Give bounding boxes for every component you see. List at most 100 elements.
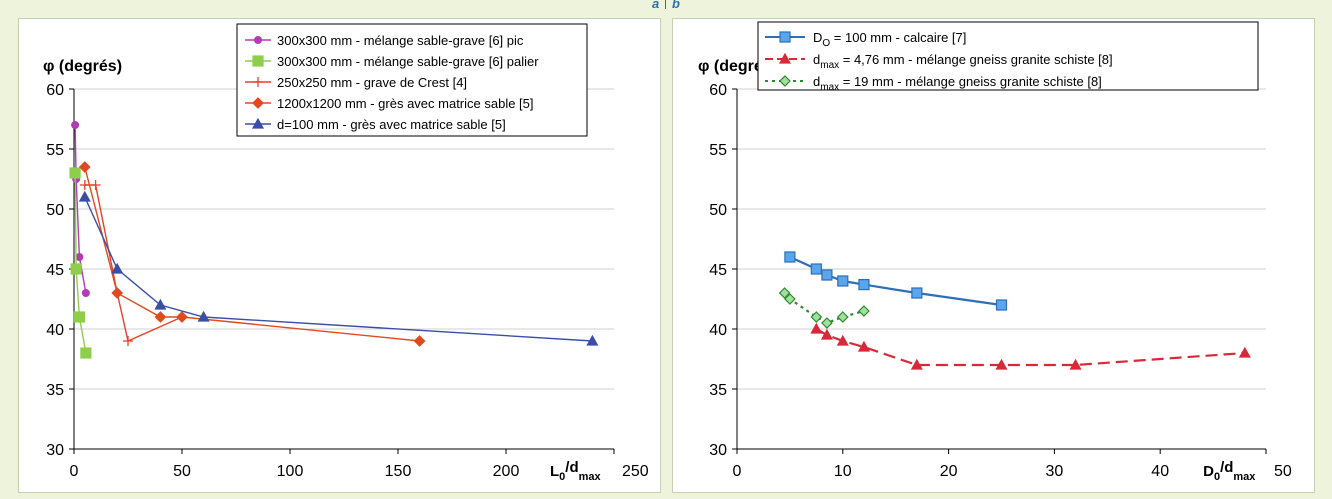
data-point <box>858 279 870 291</box>
series-5 <box>78 190 599 346</box>
data-point <box>836 311 849 323</box>
data-point <box>80 347 92 359</box>
panel-label-a: a <box>652 0 660 11</box>
x-tick-label: 150 <box>385 463 412 480</box>
data-point <box>821 269 833 281</box>
y-tick-label: 45 <box>46 262 64 279</box>
legend-label: 300x300 mm - mélange sable-grave [6] pal… <box>277 54 539 69</box>
x-tick-label: 10 <box>834 463 852 480</box>
series-4 <box>78 161 426 347</box>
data-point <box>784 251 796 263</box>
data-point <box>69 167 81 179</box>
y-tick-label: 40 <box>46 322 64 339</box>
legend-box <box>236 23 588 137</box>
data-point <box>71 121 80 129</box>
data-point <box>1069 358 1082 370</box>
data-point <box>75 253 84 261</box>
data-point <box>90 180 101 190</box>
legend: DO = 100 mm - calcaire [7] dmax = 4,76 mm… <box>757 21 1259 93</box>
data-point <box>197 310 210 322</box>
data-point <box>784 293 796 305</box>
legend: 300x300 mm - mélange sable-grave [6] pic… <box>236 23 588 137</box>
data-point <box>778 287 791 299</box>
y-tick-label: 55 <box>709 142 727 159</box>
y-axis-label: φ (degrés) <box>698 58 777 75</box>
legend-box <box>757 21 1259 91</box>
panel-labels: a b <box>0 0 1332 11</box>
series-line <box>74 172 87 354</box>
data-point <box>123 336 133 346</box>
legend-label: 1200x1200 mm - grès avec matrice sable [… <box>277 96 534 111</box>
data-point <box>154 298 167 310</box>
legend-label: dmax = 19 mm - mélange gneiss granite sc… <box>813 74 1102 93</box>
series-line <box>84 166 420 342</box>
data-point <box>79 180 90 190</box>
x-tick-label: 100 <box>277 463 304 480</box>
data-point <box>176 311 188 323</box>
data-point <box>995 299 1008 311</box>
legend-label: 250x250 mm - grave de Crest [4] <box>277 75 467 90</box>
data-point <box>836 334 849 346</box>
y-tick-label: 50 <box>709 202 727 219</box>
legend-label: DO = 100 mm - calcaire [7] <box>813 30 966 49</box>
chart-b: 30 35 40 45 50 55 60 0 10 20 30 40 50 D0/dmax φ (degré… <box>698 21 1292 483</box>
data-point <box>78 161 91 173</box>
legend-label: dmax = 4,76 mm - mélange gneiss granite … <box>813 52 1113 71</box>
x-tick-label: 50 <box>1274 463 1292 480</box>
series-line <box>783 292 865 325</box>
legend-marker <box>254 36 262 44</box>
chart-b-container: 30 35 40 45 50 55 60 0 10 20 30 40 50 D0/dmax φ (degré… <box>672 18 1315 493</box>
legend-label: 300x300 mm - mélange sable-grave [6] pic <box>277 33 524 48</box>
series-3 <box>778 287 870 329</box>
y-tick-label: 60 <box>709 82 727 99</box>
x-tick-label: 20 <box>940 463 958 480</box>
legend-marker <box>252 97 264 109</box>
data-point <box>81 289 90 297</box>
chart-a-container: 30 35 40 45 50 55 60 0 50 100 150 200 250 L0/dmax φ (d… <box>18 18 661 493</box>
series-3 <box>79 180 187 346</box>
legend-marker <box>779 75 791 87</box>
y-tick-label: 40 <box>709 322 727 339</box>
data-point <box>810 322 823 334</box>
y-axis-label: φ (degrés) <box>43 58 122 75</box>
y-tick-label: 30 <box>709 442 727 459</box>
series-1 <box>784 251 1008 311</box>
y-tick-label: 35 <box>709 382 727 399</box>
y-tick-label: 45 <box>709 262 727 279</box>
data-point <box>1238 346 1251 358</box>
series-line <box>815 328 1245 367</box>
x-tick-label: 0 <box>733 463 742 480</box>
data-point <box>911 287 923 299</box>
series-2 <box>69 167 92 359</box>
data-point <box>857 340 870 352</box>
gridlines <box>737 88 1266 390</box>
x-tick-label: 0 <box>70 463 79 480</box>
chart-a: 30 35 40 45 50 55 60 0 50 100 150 200 250 L0/dmax φ (d… <box>43 23 649 483</box>
series-2 <box>810 322 1251 370</box>
x-tick-label: 30 <box>1046 463 1064 480</box>
data-point <box>111 287 124 299</box>
y-tick-label: 50 <box>46 202 64 219</box>
x-axis-label: L0/dmax <box>550 459 602 483</box>
legend-label: d=100 mm - grès avec matrice sable [5] <box>277 117 506 132</box>
legend-marker <box>253 77 263 87</box>
panel-divider <box>665 0 666 9</box>
legend-marker <box>252 55 264 67</box>
legend-marker <box>251 117 265 129</box>
data-point <box>111 262 124 274</box>
x-tick-label: 250 <box>622 463 649 480</box>
data-point <box>858 305 870 317</box>
data-point <box>820 328 833 340</box>
data-point <box>413 335 426 347</box>
series-1 <box>71 121 90 297</box>
data-point <box>154 311 167 323</box>
data-point <box>810 263 822 275</box>
panel-label-b: b <box>672 0 680 11</box>
data-point <box>78 190 91 202</box>
legend-marker <box>778 52 792 64</box>
data-point <box>70 263 82 275</box>
data-point <box>73 311 86 323</box>
x-axis-label: D0/dmax <box>1203 459 1256 483</box>
legend-marker <box>779 31 791 43</box>
data-point <box>821 317 833 329</box>
